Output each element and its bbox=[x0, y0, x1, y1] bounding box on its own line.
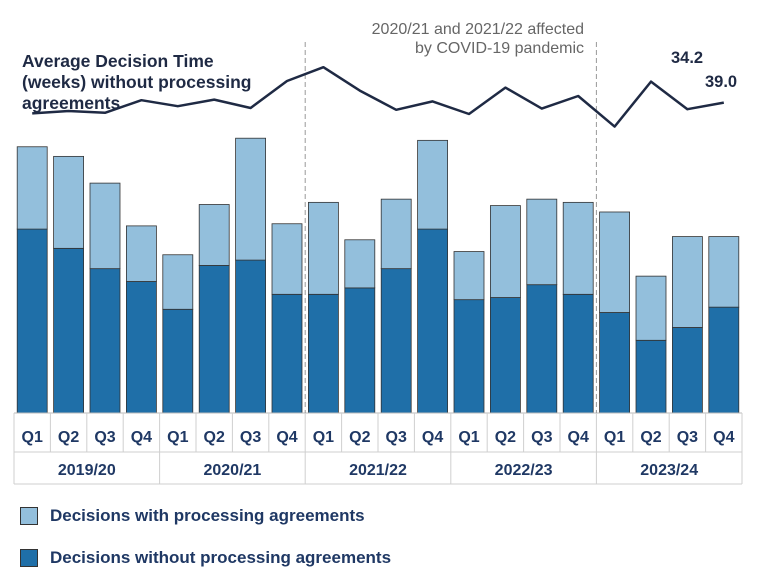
bar-without bbox=[562, 293, 594, 414]
line-value-label: 39.0 bbox=[705, 73, 737, 91]
line-average-decision-time bbox=[32, 65, 725, 128]
bar-with bbox=[635, 275, 667, 341]
bar-without bbox=[708, 306, 740, 414]
bar-without bbox=[53, 247, 84, 414]
bar-without bbox=[307, 293, 339, 414]
category-label: Q4 bbox=[422, 429, 443, 446]
category-label: Q1 bbox=[604, 429, 625, 446]
text-layer: 2019/20 2020/21 2021/22 2022/23 2023/24 Q1 Q2 Q… bbox=[22, 21, 738, 479]
bar-with bbox=[198, 204, 230, 266]
category-label: Q4 bbox=[276, 429, 297, 446]
group-label: 2021/22 bbox=[349, 462, 407, 479]
group-label: 2020/21 bbox=[203, 462, 261, 479]
category-label: Q1 bbox=[458, 429, 479, 446]
bar-with bbox=[307, 201, 339, 295]
bar-without bbox=[489, 297, 521, 414]
bar-with bbox=[562, 201, 594, 295]
bar-without bbox=[89, 268, 121, 414]
bar-with bbox=[599, 211, 630, 313]
line-series-title: (weeks) without processing bbox=[22, 72, 251, 92]
bar-without bbox=[162, 308, 194, 414]
line-series-title: Average Decision Time bbox=[22, 51, 214, 71]
bar-with bbox=[708, 236, 740, 308]
bar-with bbox=[526, 198, 558, 286]
category-label: Q3 bbox=[240, 429, 261, 446]
bar-with bbox=[162, 254, 194, 310]
bars-layer bbox=[16, 137, 740, 414]
bar-with bbox=[489, 205, 521, 298]
bar-without bbox=[16, 228, 48, 414]
legend-swatch-with bbox=[20, 507, 38, 525]
category-label: Q4 bbox=[713, 429, 734, 446]
covid-annotation: by COVID-19 pandemic bbox=[415, 40, 584, 57]
bar-with bbox=[53, 155, 84, 249]
bar-with bbox=[344, 239, 376, 289]
bar-without bbox=[344, 287, 376, 414]
line-layer bbox=[32, 65, 725, 128]
bar-without bbox=[235, 259, 267, 414]
group-label: 2022/23 bbox=[495, 462, 553, 479]
category-label: Q3 bbox=[677, 429, 698, 446]
category-label: Q2 bbox=[204, 429, 225, 446]
category-label: Q2 bbox=[640, 429, 661, 446]
bar-with bbox=[417, 139, 449, 230]
group-label: 2019/20 bbox=[58, 462, 116, 479]
group-label: 2023/24 bbox=[640, 462, 698, 479]
category-label: Q4 bbox=[568, 429, 589, 446]
bar-without bbox=[417, 228, 449, 414]
legend-label-with: Decisions with processing agreements bbox=[50, 506, 365, 525]
covid-annotation: 2020/21 and 2021/22 affected bbox=[372, 21, 584, 38]
category-label: Q4 bbox=[131, 429, 152, 446]
bar-without bbox=[198, 265, 230, 414]
legend-item-without: Decisions without processing agreements bbox=[20, 548, 391, 568]
bar-without bbox=[526, 284, 558, 414]
bar-without bbox=[126, 281, 157, 414]
category-label: Q1 bbox=[313, 429, 334, 446]
bar-without bbox=[635, 339, 667, 414]
legend-swatch-without bbox=[20, 549, 38, 567]
category-label: Q3 bbox=[94, 429, 115, 446]
bar-with bbox=[672, 236, 703, 328]
category-label: Q2 bbox=[349, 429, 370, 446]
category-label: Q1 bbox=[167, 429, 188, 446]
bar-with bbox=[235, 137, 267, 261]
bar-with bbox=[271, 223, 303, 295]
category-label: Q2 bbox=[495, 429, 516, 446]
line-value-label: 34.2 bbox=[671, 49, 703, 67]
bar-without bbox=[599, 312, 630, 414]
line-series-title: agreements bbox=[22, 93, 121, 113]
bar-without bbox=[271, 293, 303, 414]
bar-with bbox=[380, 198, 412, 270]
bar-with bbox=[16, 146, 48, 230]
chart: 2019/20 2020/21 2021/22 2022/23 2023/24 Q1 Q2 Q… bbox=[13, 21, 743, 485]
bar-with bbox=[89, 182, 121, 270]
legend-label-without: Decisions without processing agreements bbox=[50, 548, 392, 567]
bar-with bbox=[453, 251, 485, 301]
category-label: Q3 bbox=[386, 429, 407, 446]
legend-item-with: Decisions with processing agreements bbox=[20, 506, 365, 526]
category-label: Q3 bbox=[531, 429, 552, 446]
category-label: Q1 bbox=[22, 429, 43, 446]
axis-layer bbox=[13, 42, 743, 485]
bar-without bbox=[672, 327, 703, 414]
category-label: Q2 bbox=[58, 429, 79, 446]
bar-without bbox=[380, 268, 412, 414]
bar-with bbox=[126, 225, 157, 282]
bar-without bbox=[453, 299, 485, 414]
